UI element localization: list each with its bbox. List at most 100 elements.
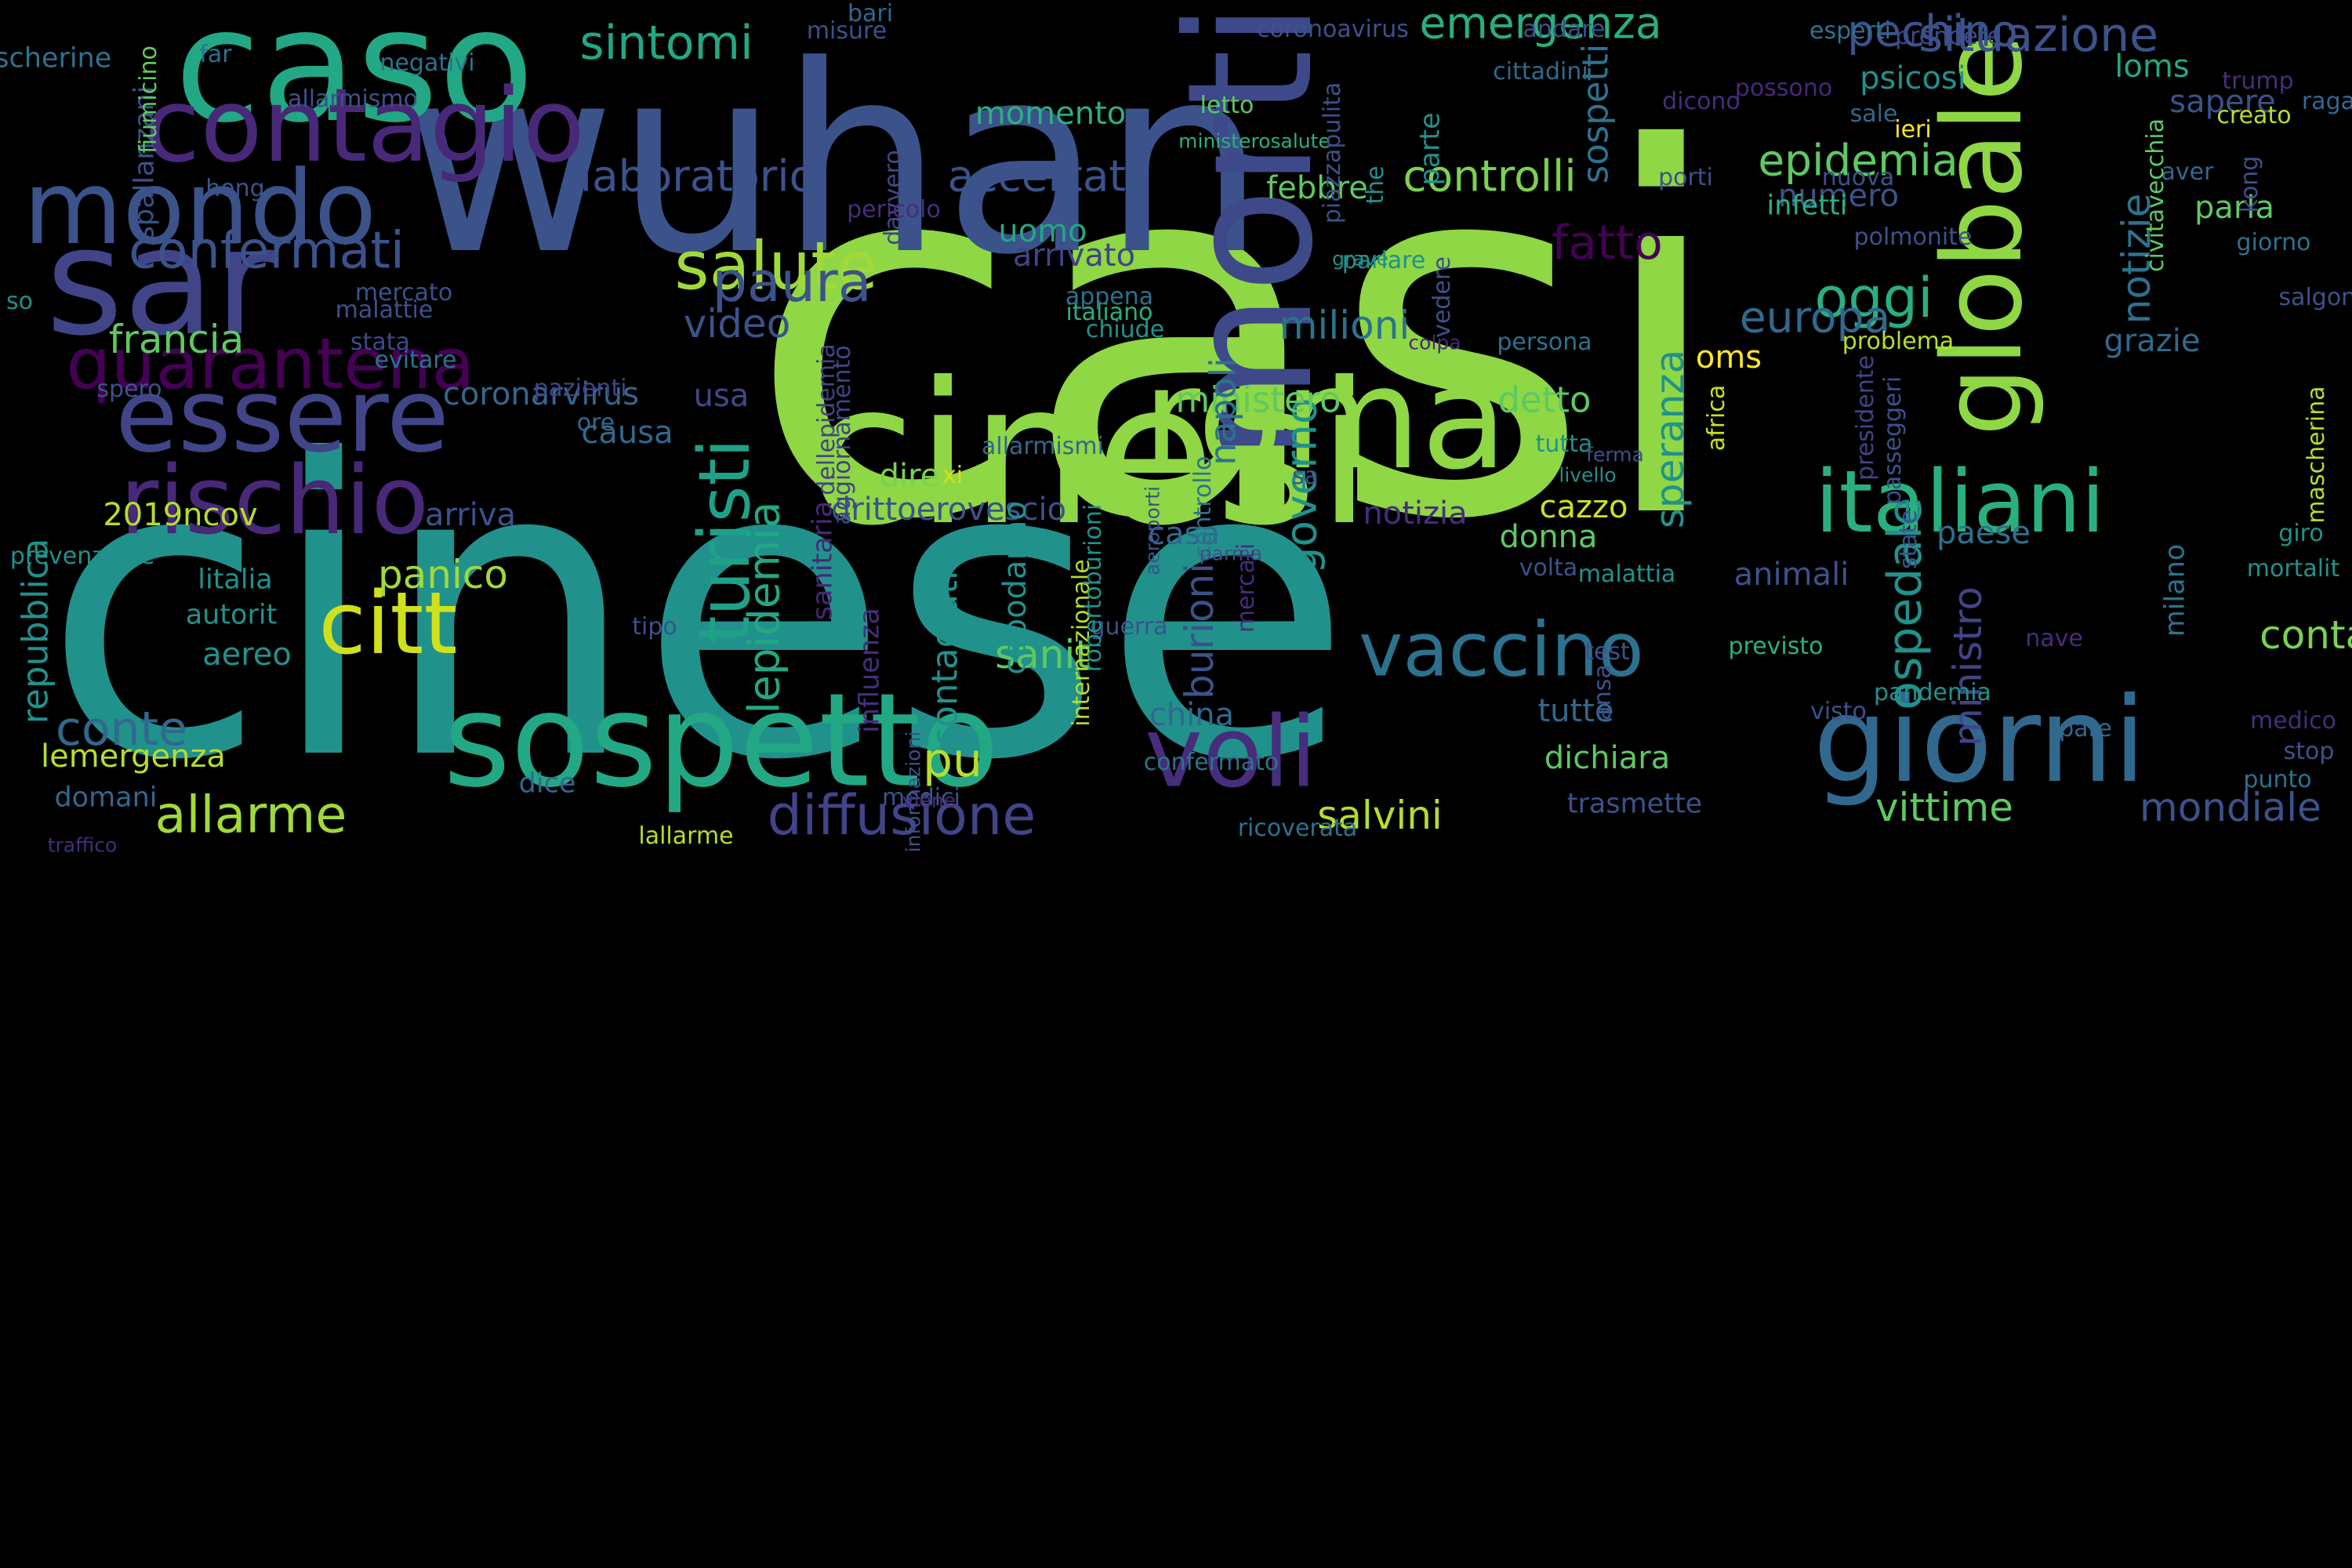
cloud-word: epidemia [1758, 135, 1958, 186]
cloud-word: rischio [120, 447, 429, 556]
cloud-word: vittime [1875, 785, 2014, 830]
cloud-word: vedere [1428, 256, 1456, 338]
cloud-word: ferma [1586, 443, 1644, 466]
cloud-word: lallarme [638, 822, 734, 850]
cloud-word: far [199, 41, 232, 68]
cloud-word: chiude [1085, 316, 1165, 343]
cloud-word: panico [377, 552, 509, 597]
cloud-word: numero [1777, 178, 1900, 214]
cloud-word: the [1362, 165, 1389, 205]
cloud-word: video [683, 301, 791, 347]
cloud-word: allarmismi [982, 433, 1104, 460]
cloud-word: lemergenza [41, 739, 226, 775]
cloud-word: tipo [632, 613, 677, 641]
cloud-word: oms [1695, 339, 1762, 376]
cloud-word: pandemia [1874, 679, 1991, 706]
cloud-word: parma [1199, 542, 1263, 565]
cloud-word: so [6, 288, 33, 315]
cloud-word: giro [2278, 520, 2324, 547]
cloud-word: robertoburioni [1080, 503, 1107, 673]
cloud-word: ministerosalute [1178, 129, 1330, 153]
cloud-word: nuova [1821, 164, 1895, 191]
cloud-word: negativi [379, 49, 475, 77]
cloud-word: dire [879, 458, 940, 494]
cloud-word: laboratorio [579, 151, 816, 201]
cloud-word: dice [518, 768, 576, 800]
cloud-word: pare [2059, 715, 2112, 742]
cloud-word: loms [2114, 49, 2190, 85]
cloud-word: esperti [1809, 17, 1892, 45]
cloud-word: speranza [1647, 349, 1693, 529]
cloud-word: voli [1145, 695, 1317, 810]
cloud-word: xi [942, 462, 964, 489]
cloud-word: parlare [1341, 247, 1426, 274]
cloud-word: africa [1703, 384, 1730, 452]
cloud-word: francia [108, 317, 245, 362]
cloud-word: nave [2025, 625, 2083, 652]
cloud-word: animali [1733, 557, 1849, 593]
cloud-word: sanit [995, 632, 1091, 677]
cloud-word: mondo [23, 148, 377, 267]
cloud-word: diffusione [767, 783, 1036, 848]
cloud-word: raga [2301, 88, 2352, 115]
cloud-word: test [1584, 638, 1630, 666]
cloud-word: aggiornamento [829, 345, 856, 525]
cloud-word: tutta [1535, 430, 1593, 458]
cloud-word: ministro [1945, 586, 1991, 746]
cloud-word: conte [55, 702, 188, 757]
cloud-word: quarantena [66, 323, 475, 405]
cloud-word: accertati [947, 151, 1138, 201]
cloud-word: ore [576, 409, 615, 437]
cloud-word: appena [1065, 283, 1154, 310]
cloud-word: previsto [1728, 633, 1824, 660]
cloud-word: aver [2161, 158, 2214, 186]
cloud-word: grave [1332, 247, 1388, 270]
cloud-word: drittoerovescio [830, 492, 1067, 528]
cloud-word: mondiale [2140, 785, 2321, 830]
cloud-word: cinese [42, 374, 1353, 849]
cloud-word: trasmette [1566, 788, 1703, 820]
cloud-word: parla [2194, 190, 2274, 226]
cloud-word: ricoverata [1237, 815, 1358, 842]
cloud-word: casa [1148, 516, 1220, 552]
cloud-word: traffico [47, 833, 118, 857]
cloud-word: situazione [1918, 8, 2159, 63]
cloud-word: contagiati [924, 570, 966, 747]
cloud-word: cazzo [1539, 489, 1628, 525]
cloud-word: cittadini [1493, 58, 1588, 85]
cloud-word: salvini [1317, 793, 1443, 838]
cloud-word: malattia [1577, 561, 1676, 588]
cloud-word: uomo [998, 213, 1087, 249]
cloud-word: prevenzione [9, 543, 155, 570]
cloud-word: milioni [1279, 303, 1410, 348]
cloud-word: china [1149, 697, 1235, 733]
cloud-word: aeroporti [1141, 486, 1164, 575]
cloud-word: causa [581, 415, 673, 451]
cloud-word: stata [350, 328, 410, 356]
cloud-word: napoli [1202, 358, 1244, 466]
cloud-word: europa [1739, 292, 1891, 343]
cloud-word: wuhan [404, 10, 1266, 311]
cloud-word: problema [1842, 328, 1955, 355]
cloud-word: possono [1734, 74, 1833, 102]
cloud-word: contagio [143, 66, 586, 185]
cloud-word: porti [1658, 164, 1713, 191]
cloud-word: ieri [1894, 116, 1932, 143]
cloud-word: cinesi [808, 340, 1372, 568]
cloud-word: italiani [1815, 452, 2105, 552]
cloud-word: paese [1936, 515, 2031, 551]
cloud-word: guerra [1090, 613, 1168, 641]
cloud-word: colpa [1408, 331, 1461, 354]
cloud-word: ministero [1175, 379, 1341, 421]
cloud-word: roma [1142, 337, 1508, 501]
cloud-word: fiumicino [135, 45, 162, 154]
cloud-word: domani [54, 782, 158, 814]
cloud-word: mascherina [2303, 386, 2330, 524]
cloud-word: creato [2216, 102, 2292, 129]
cloud-word: detto [1497, 379, 1592, 421]
cloud-word: kong [2236, 155, 2263, 213]
cloud-word: prendere [1895, 23, 2002, 50]
cloud-word: confermati [129, 221, 405, 281]
cloud-word: vaccino [1359, 607, 1644, 694]
cloud-word: litalia [198, 564, 273, 596]
